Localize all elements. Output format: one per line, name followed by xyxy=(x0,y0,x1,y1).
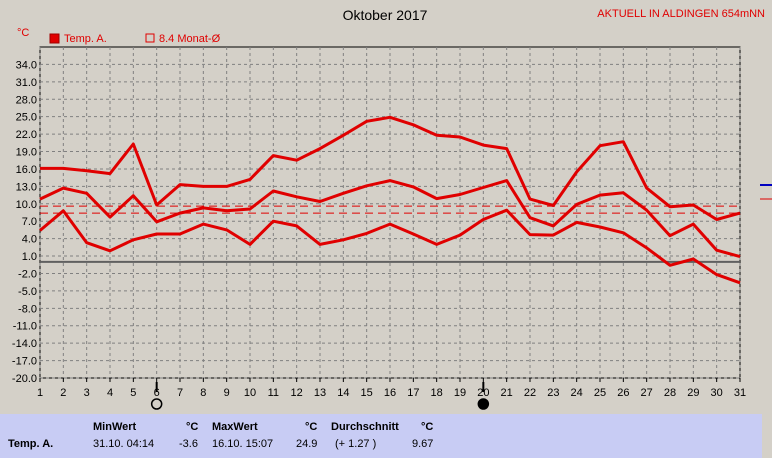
x-tick-label: 7 xyxy=(177,387,183,399)
max-unit: °C xyxy=(305,421,318,433)
y-tick-label: -14.0 xyxy=(12,338,37,350)
legend-avg-label: 8.4 Monat-Ø xyxy=(159,33,221,45)
x-tick-label: 28 xyxy=(664,387,676,399)
y-tick-label: 10.0 xyxy=(16,199,37,211)
x-tick-label: 24 xyxy=(571,387,583,399)
y-tick-label: 4.0 xyxy=(22,234,37,246)
x-tick-label: 8 xyxy=(200,387,206,399)
y-tick-labels: 34.0 31.0 28.0 25.0 22.0 19.0 16.0 13.0 10.0 7.0 4… xyxy=(12,59,37,385)
moon-markers xyxy=(150,382,490,410)
min-unit: °C xyxy=(186,421,199,433)
chart-title: Oktober 2017 xyxy=(343,7,428,23)
x-tick-label: 10 xyxy=(244,387,256,399)
y-tick-label: 7.0 xyxy=(22,216,37,228)
legend-series-label: Temp. A. xyxy=(64,33,107,45)
avg-delta: (+ 1.27 ) xyxy=(335,438,377,450)
series-line-mittel xyxy=(39,179,741,259)
y-tick-label: -11.0 xyxy=(13,321,37,333)
max-time: 16.10. 15:07 xyxy=(212,438,274,450)
full-moon-icon xyxy=(150,398,163,410)
series-line-min xyxy=(39,208,741,285)
x-tick-label: 22 xyxy=(524,387,536,399)
x-tick-labels: 1 2 3 4 5 6 7 8 9 10 11 12 13 14 15 16 17 18 19 20 21 22 23 24 2… xyxy=(37,378,746,399)
y-tick-label: 25.0 xyxy=(16,112,37,124)
y-unit-label: °C xyxy=(17,27,29,39)
y-tick-label: -17.0 xyxy=(12,356,37,368)
x-tick-label: 5 xyxy=(130,387,136,399)
x-tick-label: 3 xyxy=(84,387,90,399)
stats-row-label: Temp. A. xyxy=(8,438,54,450)
x-tick-label: 23 xyxy=(547,387,559,399)
x-tick-label: 6 xyxy=(154,387,160,399)
y-tick-label: 34.0 xyxy=(16,59,37,71)
y-tick-label: -2.0 xyxy=(18,268,37,280)
x-tick-label: 9 xyxy=(224,387,230,399)
x-tick-label: 19 xyxy=(454,387,466,399)
x-tick-label: 13 xyxy=(314,387,326,399)
y-tick-label: -20.0 xyxy=(12,373,37,385)
x-tick-label: 1 xyxy=(37,387,43,399)
series-line-max xyxy=(40,115,741,221)
x-tick-label: 21 xyxy=(501,387,513,399)
x-tick-label: 16 xyxy=(384,387,396,399)
temperature-chart: 34.031.028.025.022.019.016.013.010.07.04… xyxy=(11,7,772,410)
x-tick-label: 30 xyxy=(711,387,723,399)
x-tick-label: 11 xyxy=(268,387,279,399)
x-tick-label: 31 xyxy=(734,387,746,399)
max-value: 24.9 xyxy=(296,438,318,450)
avg-unit: °C xyxy=(421,421,434,433)
x-tick-label: 29 xyxy=(687,387,699,399)
reference-lines xyxy=(40,205,740,263)
x-tick-label: 17 xyxy=(407,387,419,399)
avg-value: 9.67 xyxy=(412,438,434,450)
grid xyxy=(39,46,741,379)
x-tick-label: 2 xyxy=(60,387,66,399)
x-tick-label: 25 xyxy=(594,387,606,399)
x-tick-label: 27 xyxy=(641,387,653,399)
y-tick-label: 1.0 xyxy=(22,251,37,263)
y-tick-label: 31.0 xyxy=(16,77,37,89)
x-tick-label: 14 xyxy=(337,387,349,399)
y-tick-label: 16.0 xyxy=(16,164,37,176)
legend-series-swatch xyxy=(49,33,60,44)
avg-header: Durchschnitt xyxy=(331,421,399,433)
y-tick-label: -5.0 xyxy=(18,286,37,298)
series-lines xyxy=(39,115,741,285)
min-time: 31.10. 04:14 xyxy=(93,438,155,450)
y-tick-label: 19.0 xyxy=(16,147,37,159)
max-header: MaxWert xyxy=(212,421,258,433)
min-value: -3.6 xyxy=(179,438,198,450)
x-tick-label: 20 xyxy=(477,387,489,399)
y-tick-label: 13.0 xyxy=(16,181,37,193)
location-label: AKTUELL IN ALDINGEN 654mNN xyxy=(597,8,765,20)
x-tick-label: 4 xyxy=(107,387,113,399)
new-moon-icon xyxy=(477,398,490,410)
y-tick-label: -8.0 xyxy=(18,303,37,315)
x-tick-label: 18 xyxy=(431,387,443,399)
min-header: MinWert xyxy=(93,421,137,433)
x-tick-label: 15 xyxy=(361,387,373,399)
y-tick-label: 28.0 xyxy=(16,94,37,106)
legend-avg-swatch xyxy=(145,33,155,43)
x-tick-label: 12 xyxy=(291,387,303,399)
statistics-panel: Temp. A. MinWert °C 31.10. 04:14 -3.6 Ma… xyxy=(0,414,762,458)
x-tick-label: 26 xyxy=(617,387,629,399)
y-tick-label: 22.0 xyxy=(16,129,37,141)
